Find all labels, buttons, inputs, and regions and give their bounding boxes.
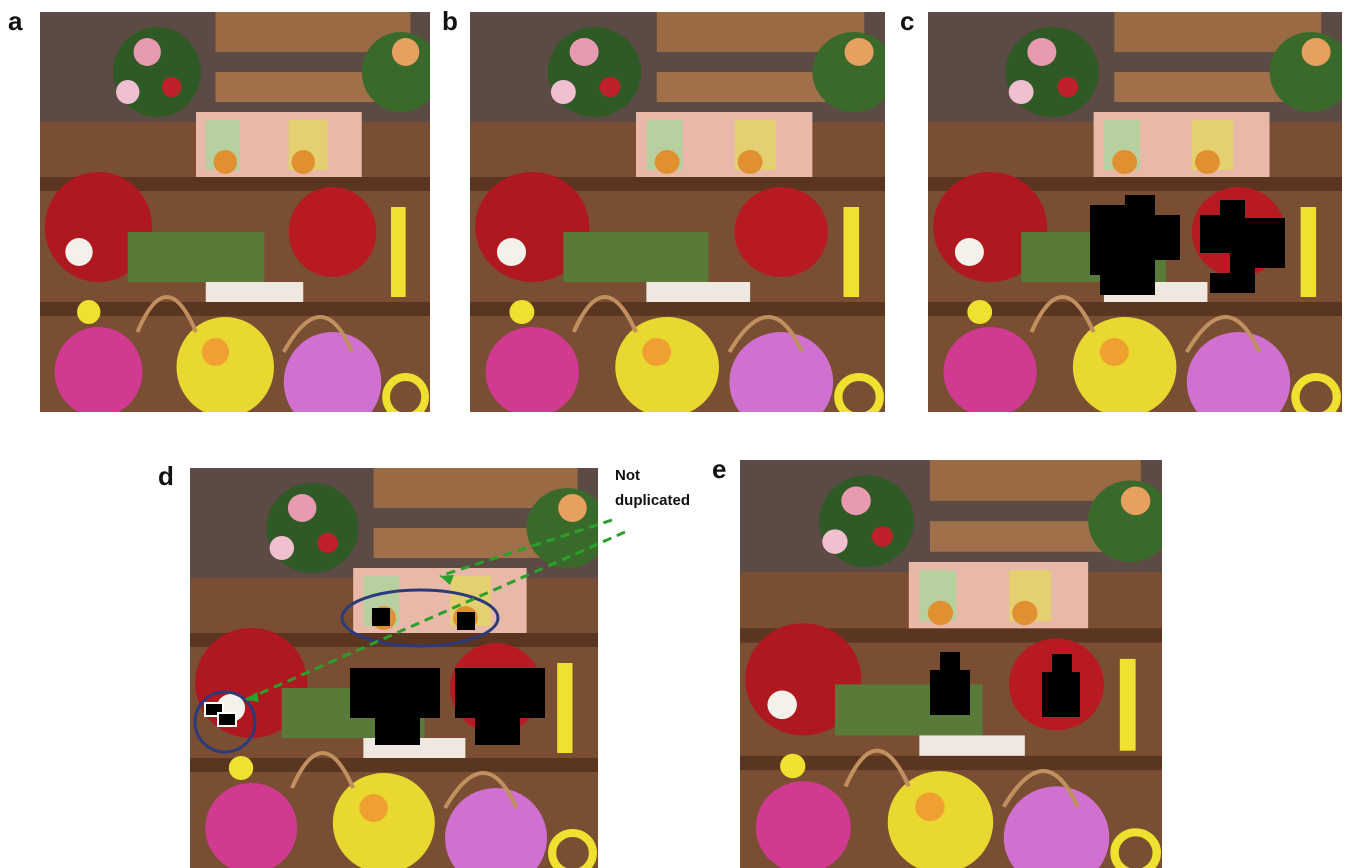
highlight-circle — [193, 690, 257, 754]
photo — [40, 12, 440, 432]
panel-label: b — [442, 6, 458, 36]
photo — [470, 12, 895, 432]
arrow — [439, 518, 613, 578]
annotation: Not — [615, 467, 640, 484]
panel-label: a — [8, 6, 23, 36]
panel-d: d Not duplicated — [158, 461, 690, 868]
mask — [350, 668, 440, 745]
panel-label: e — [712, 454, 726, 484]
arrow — [244, 530, 626, 702]
mask — [1200, 200, 1285, 293]
mask — [217, 712, 237, 727]
arrow-head — [245, 692, 259, 702]
highlight-ellipse — [340, 588, 500, 648]
mask — [457, 612, 475, 630]
panel-b: b — [442, 6, 895, 432]
mask — [372, 608, 390, 626]
panel-e: e — [712, 454, 1173, 868]
panel-label: c — [900, 6, 914, 36]
annotation: duplicated — [615, 492, 690, 509]
mask — [1090, 195, 1180, 295]
arrow-head — [440, 575, 454, 585]
panel-label: d — [158, 461, 174, 491]
mask — [455, 668, 545, 745]
panel-a: a — [8, 6, 440, 432]
mask — [930, 652, 970, 715]
mask — [1042, 654, 1080, 717]
panel-c: c — [900, 6, 1346, 432]
